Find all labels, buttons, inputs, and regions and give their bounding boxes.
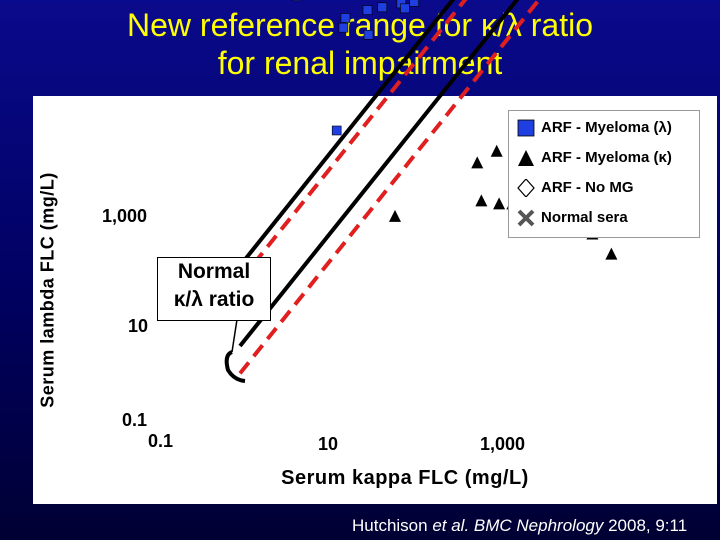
myeloma-kappa-point bbox=[490, 144, 503, 157]
renal-range-line bbox=[238, 0, 542, 375]
myeloma-kappa-point bbox=[605, 247, 618, 260]
callout-line1: Normal bbox=[177, 260, 251, 283]
open-diamond-icon bbox=[517, 179, 535, 197]
citation-author: Hutchison bbox=[352, 516, 433, 535]
legend-label: ARF - Myeloma (κ) bbox=[541, 149, 672, 166]
y-tick-label: 1,000 bbox=[102, 206, 148, 226]
chart-legend: ARF - Myeloma (λ) ARF - Myeloma (κ) ARF … bbox=[508, 110, 700, 238]
reference-lines bbox=[238, 0, 542, 375]
slide-title: New reference range for κ/λ ratio for re… bbox=[0, 6, 720, 82]
x-tick-label: 10 bbox=[318, 434, 339, 454]
myeloma-lambda-point bbox=[409, 0, 419, 7]
myeloma-lambda-point bbox=[363, 29, 374, 40]
x-tick-label: 0.1 bbox=[148, 431, 174, 451]
myeloma-lambda-point bbox=[331, 125, 342, 136]
myeloma-lambda-point bbox=[292, 0, 303, 2]
myeloma-lambda-point bbox=[400, 3, 410, 14]
black-triangle-icon bbox=[518, 150, 534, 166]
y-tick-label: 0.1 bbox=[122, 410, 148, 430]
x-tick-label: 1,000 bbox=[480, 434, 526, 454]
myeloma-lambda-point bbox=[377, 2, 388, 13]
myeloma-lambda-point bbox=[362, 5, 373, 15]
renal-range-line bbox=[238, 0, 468, 283]
slide-title-line1: New reference range for κ/λ ratio bbox=[127, 7, 593, 43]
myeloma-kappa-point bbox=[475, 194, 488, 207]
y-tick-label: 10 bbox=[128, 316, 149, 336]
legend-label: ARF - No MG bbox=[541, 179, 634, 196]
myeloma-lambda-point bbox=[338, 22, 349, 33]
legend-label: Normal sera bbox=[541, 209, 628, 226]
citation-journal: et al. BMC Nephrology bbox=[432, 516, 604, 535]
normal-ratio-line bbox=[238, 0, 520, 348]
grey-x-icon bbox=[517, 209, 535, 227]
myeloma-kappa-point bbox=[471, 156, 484, 169]
callout-line2: κ/λ ratio bbox=[173, 288, 255, 311]
myeloma-lambda-point bbox=[340, 13, 351, 23]
blue-square-icon bbox=[517, 119, 535, 137]
myeloma-kappa-point bbox=[493, 197, 506, 210]
y-axis-label: Serum lambda FLC (mg/L) bbox=[37, 172, 58, 408]
citation: Hutchison et al. BMC Nephrology 2008, 9:… bbox=[352, 516, 687, 536]
x-axis-label: Serum kappa FLC (mg/L) bbox=[281, 467, 529, 489]
normal-ratio-line bbox=[238, 0, 456, 267]
myeloma-kappa-point bbox=[389, 209, 402, 222]
citation-rest: 2008, 9:11 bbox=[603, 516, 688, 535]
legend-label: ARF - Myeloma (λ) bbox=[541, 119, 672, 136]
normal-ratio-callout: Normal κ/λ ratio bbox=[157, 257, 271, 321]
